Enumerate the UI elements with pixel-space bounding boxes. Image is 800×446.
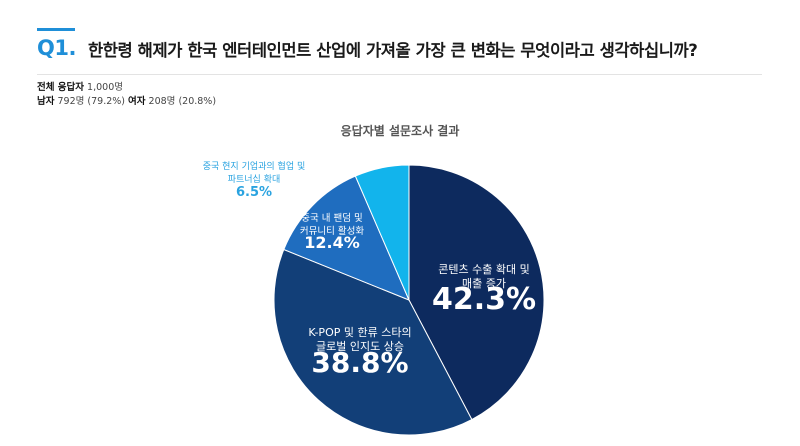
male-label: 남자 [37, 96, 55, 107]
slice-1-value-label: 42.3% [432, 282, 536, 317]
respondent-stats: 전체 응답자 1,000명 남자 792명 (79.2%) 여자 208명 (2… [37, 81, 216, 109]
slice-1-label-line-1: 콘텐츠 수출 확대 및 [438, 263, 529, 276]
chart-title: 응답자별 설문조사 결과 [340, 124, 460, 138]
pie-slice-1 [408, 164, 545, 421]
slice-4-label-line-1: 중국 현지 기업과의 협업 및 [203, 160, 306, 172]
question-number: Q1. [37, 36, 76, 60]
total-value: 1,000명 [87, 82, 123, 93]
question-accent-bar [37, 28, 75, 31]
slice-4-value-label: 6.5% [236, 185, 272, 200]
slice-4-label-line-2: 파트너십 확대 [228, 173, 281, 185]
pie-slice-2 [273, 248, 473, 436]
slice-3-label-line-1: 중국 내 팬덤 및 [301, 212, 363, 224]
slice-2-label-line-1: K-POP 및 한류 스타의 [308, 326, 411, 339]
male-value: 792명 (79.2%) [57, 96, 125, 107]
gender-breakdown: 남자 792명 (79.2%) 여자 208명 (20.8%) [37, 95, 216, 109]
header-divider [37, 74, 762, 75]
female-label: 여자 [128, 96, 146, 107]
question-text: 한한령 해제가 한국 엔터테인먼트 산업에 가져올 가장 큰 변화는 무엇이라고… [88, 41, 698, 60]
total-label: 전체 응답자 [37, 82, 85, 93]
slice-3-value-label: 12.4% [304, 233, 360, 252]
slice-3-label-line-2: 커뮤니티 활성화 [300, 225, 364, 237]
total-respondents: 전체 응답자 1,000명 [37, 81, 216, 95]
pie-slice-4 [354, 164, 410, 301]
female-value: 208명 (20.8%) [148, 96, 217, 107]
slice-2-label-line-2: 글로벌 인지도 상승 [316, 340, 404, 353]
pie-slice-3 [283, 175, 410, 301]
slice-1-label-line-2: 매출 증가 [462, 277, 506, 290]
slice-2-value-label: 38.8% [311, 346, 408, 379]
